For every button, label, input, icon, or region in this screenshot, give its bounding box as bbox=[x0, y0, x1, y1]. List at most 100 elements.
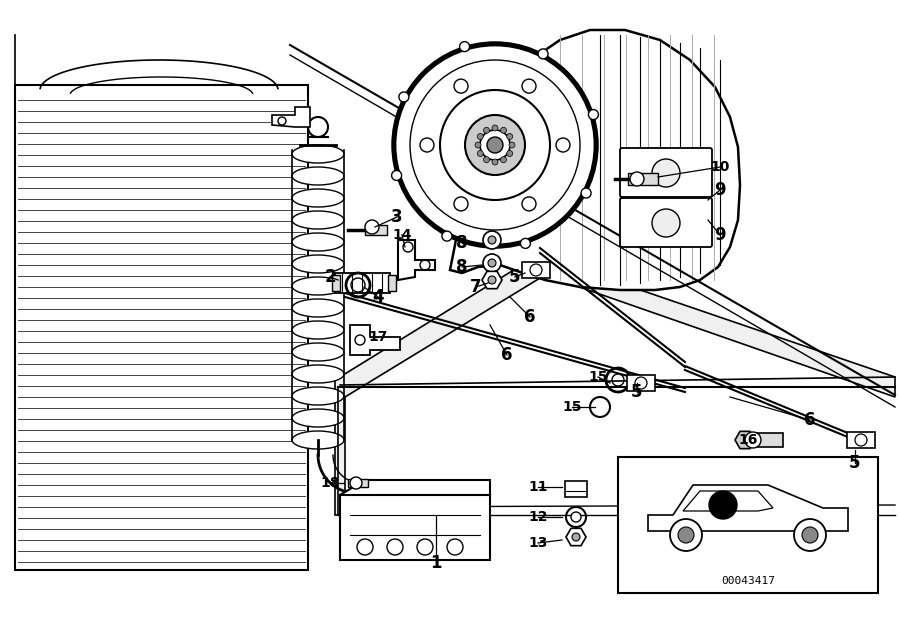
Circle shape bbox=[442, 231, 452, 241]
Circle shape bbox=[522, 197, 536, 211]
Text: 13: 13 bbox=[528, 536, 548, 550]
Circle shape bbox=[488, 236, 496, 244]
Bar bbox=[745, 433, 783, 447]
Ellipse shape bbox=[292, 387, 344, 405]
Ellipse shape bbox=[292, 343, 344, 361]
Circle shape bbox=[488, 276, 496, 284]
Text: 00043417: 00043417 bbox=[721, 576, 775, 586]
Circle shape bbox=[475, 142, 481, 148]
Text: 9: 9 bbox=[715, 181, 725, 199]
FancyBboxPatch shape bbox=[620, 198, 712, 247]
Circle shape bbox=[365, 220, 379, 234]
Text: 6: 6 bbox=[805, 411, 815, 429]
Circle shape bbox=[492, 159, 498, 165]
Text: 6: 6 bbox=[524, 308, 536, 326]
Ellipse shape bbox=[292, 233, 344, 251]
Polygon shape bbox=[648, 485, 848, 531]
Circle shape bbox=[483, 231, 501, 249]
Polygon shape bbox=[482, 271, 502, 289]
Text: 16: 16 bbox=[738, 433, 758, 447]
Text: 7: 7 bbox=[470, 278, 482, 296]
Ellipse shape bbox=[292, 431, 344, 449]
Circle shape bbox=[483, 157, 490, 163]
Circle shape bbox=[483, 254, 501, 272]
Text: 18: 18 bbox=[320, 476, 340, 490]
Circle shape bbox=[507, 133, 513, 140]
Circle shape bbox=[802, 527, 818, 543]
Polygon shape bbox=[566, 528, 586, 545]
Text: 15: 15 bbox=[562, 400, 581, 414]
Text: 15: 15 bbox=[589, 370, 608, 384]
Bar bbox=[565, 481, 587, 497]
Circle shape bbox=[589, 110, 598, 119]
Text: 5: 5 bbox=[850, 454, 860, 472]
Circle shape bbox=[454, 79, 468, 93]
Circle shape bbox=[420, 138, 434, 152]
Polygon shape bbox=[735, 431, 755, 449]
Text: 8: 8 bbox=[456, 234, 468, 252]
Text: 3: 3 bbox=[392, 208, 403, 226]
FancyBboxPatch shape bbox=[620, 148, 712, 197]
Circle shape bbox=[392, 170, 401, 180]
Text: 14: 14 bbox=[392, 228, 412, 242]
Ellipse shape bbox=[292, 145, 344, 163]
Text: 12: 12 bbox=[528, 510, 548, 524]
Circle shape bbox=[395, 45, 595, 245]
Circle shape bbox=[571, 512, 581, 522]
Circle shape bbox=[581, 188, 591, 198]
Ellipse shape bbox=[292, 299, 344, 317]
Circle shape bbox=[794, 519, 826, 551]
Circle shape bbox=[480, 130, 510, 160]
Circle shape bbox=[399, 92, 409, 102]
Ellipse shape bbox=[292, 189, 344, 207]
Text: 1: 1 bbox=[430, 554, 442, 572]
Bar bbox=[365, 225, 387, 235]
Circle shape bbox=[572, 533, 580, 541]
Circle shape bbox=[652, 209, 680, 237]
Ellipse shape bbox=[292, 211, 344, 229]
Ellipse shape bbox=[292, 277, 344, 295]
Polygon shape bbox=[398, 240, 435, 280]
Circle shape bbox=[522, 79, 536, 93]
Circle shape bbox=[507, 150, 513, 156]
Circle shape bbox=[500, 157, 507, 163]
Polygon shape bbox=[272, 107, 310, 127]
Bar bbox=[522, 262, 550, 278]
Circle shape bbox=[509, 142, 515, 148]
Circle shape bbox=[477, 150, 483, 156]
Circle shape bbox=[745, 432, 761, 448]
Circle shape bbox=[477, 133, 483, 140]
Polygon shape bbox=[450, 30, 740, 290]
Text: 5: 5 bbox=[509, 268, 521, 286]
Ellipse shape bbox=[292, 409, 344, 427]
Circle shape bbox=[465, 115, 525, 175]
Polygon shape bbox=[340, 480, 490, 560]
Text: 6: 6 bbox=[501, 346, 513, 364]
Text: 4: 4 bbox=[373, 288, 383, 306]
Circle shape bbox=[487, 137, 503, 153]
Bar bbox=[847, 432, 875, 448]
Text: 9: 9 bbox=[715, 226, 725, 244]
Circle shape bbox=[492, 125, 498, 131]
Text: 17: 17 bbox=[368, 330, 388, 344]
Circle shape bbox=[556, 138, 570, 152]
Text: 11: 11 bbox=[528, 480, 548, 494]
Ellipse shape bbox=[292, 365, 344, 383]
Bar bbox=[332, 275, 340, 291]
Text: 2: 2 bbox=[324, 268, 336, 286]
Bar bbox=[388, 275, 396, 291]
Circle shape bbox=[709, 491, 737, 519]
Circle shape bbox=[630, 172, 644, 186]
Circle shape bbox=[500, 127, 507, 133]
Bar bbox=[628, 173, 658, 185]
Text: 5: 5 bbox=[631, 383, 643, 401]
Ellipse shape bbox=[292, 321, 344, 339]
Circle shape bbox=[454, 197, 468, 211]
Circle shape bbox=[488, 259, 496, 267]
Circle shape bbox=[483, 127, 490, 133]
Bar bbox=[348, 479, 368, 487]
Polygon shape bbox=[683, 491, 773, 511]
Bar bbox=[335, 273, 390, 293]
Circle shape bbox=[670, 519, 702, 551]
Circle shape bbox=[520, 238, 530, 248]
